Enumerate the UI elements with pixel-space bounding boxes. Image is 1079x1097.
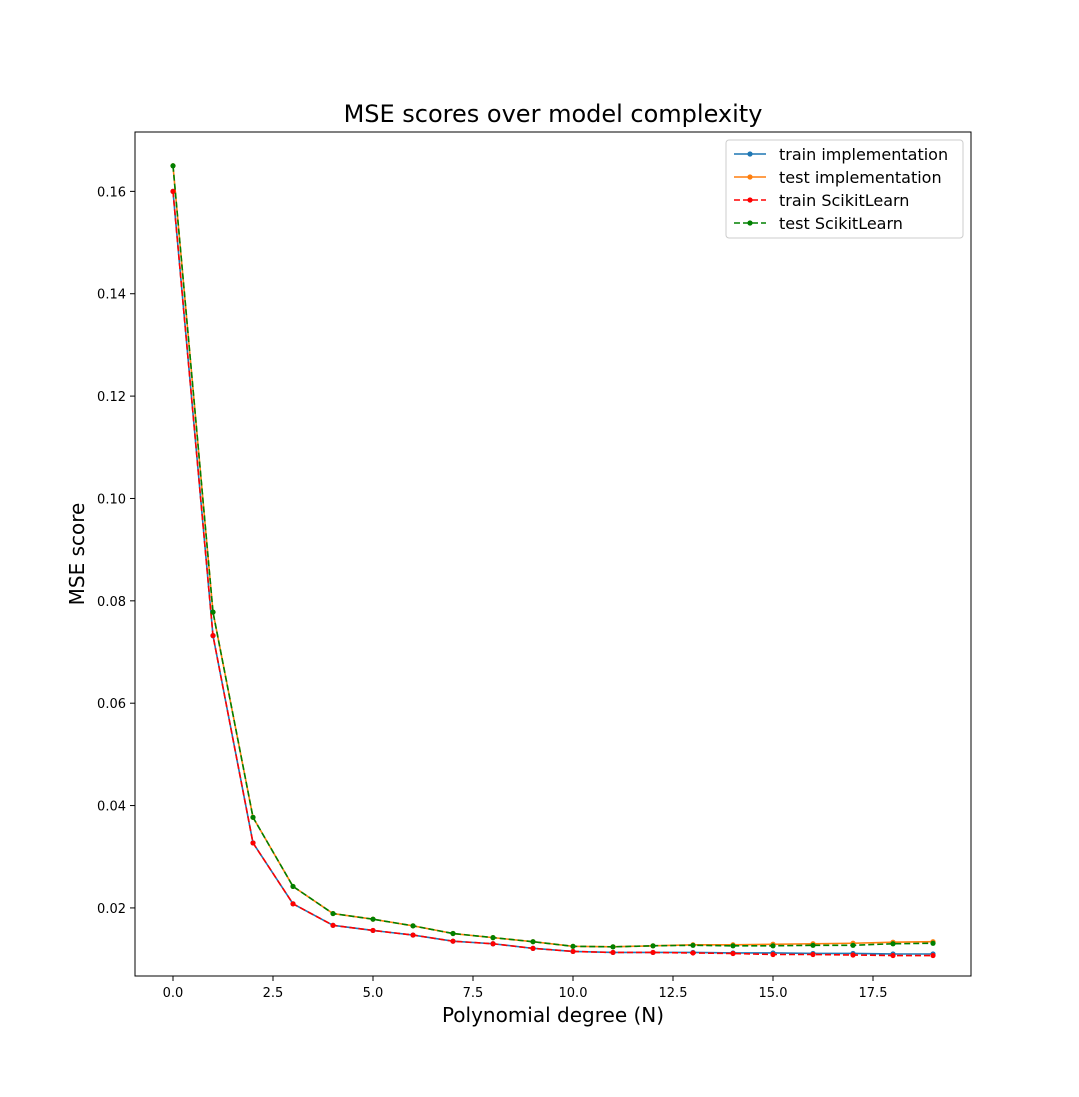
data-point-train-scikitlearn (330, 922, 336, 928)
data-point-train-scikitlearn (650, 949, 656, 956)
data-point-train-scikitlearn (210, 633, 216, 639)
data-point-test-scikitlearn (210, 609, 216, 615)
data-point-test-scikitlearn (890, 941, 896, 947)
legend: train implementation test implementation t… (725, 139, 964, 239)
data-point-train-scikitlearn (290, 901, 296, 907)
data-point-test-scikitlearn (850, 942, 856, 948)
data-point-test-scikitlearn (810, 942, 816, 948)
data-point-train-scikitlearn (490, 941, 496, 947)
series-line-train-implementation (172, 191, 933, 955)
data-point-test-scikitlearn (170, 163, 176, 169)
data-point-test-scikitlearn (330, 910, 336, 917)
legend-label: test ScikitLearn (779, 214, 903, 233)
data-point-train-scikitlearn (770, 951, 776, 958)
x-tick-label: 10.0 (559, 986, 588, 1001)
data-point-test-scikitlearn (930, 940, 936, 946)
x-tick-label: 0.0 (163, 986, 184, 1001)
data-point-test-scikitlearn (610, 944, 616, 950)
x-tick-label: 5.0 (363, 986, 384, 1001)
legend-box (725, 139, 964, 239)
data-point-test-scikitlearn (570, 943, 576, 949)
data-point-test-scikitlearn (370, 916, 376, 922)
y-tick-label: 0.06 (97, 697, 126, 712)
data-point-train-scikitlearn (570, 948, 576, 955)
data-point-test-scikitlearn (250, 814, 256, 820)
x-axis-title: Polynomial degree (N) (442, 1003, 664, 1027)
x-tick-label: 12.5 (659, 986, 688, 1001)
legend-label: test implementation (779, 168, 942, 187)
data-point-test-scikitlearn (770, 943, 776, 949)
data-point-test-scikitlearn (410, 923, 416, 929)
data-point-test-scikitlearn (290, 883, 296, 890)
data-point-test-scikitlearn (490, 935, 496, 941)
x-tick-label: 2.5 (263, 986, 284, 1001)
data-point-test-scikitlearn (650, 943, 656, 949)
y-axis-ticks: 0.02 0.04 0.06 0.08 0.10 0.12 0.14 0.16 (97, 185, 135, 917)
data-point-test-scikitlearn (730, 943, 736, 949)
data-point-train-scikitlearn (530, 945, 536, 951)
data-point-test-scikitlearn (530, 939, 536, 945)
legend-label: train implementation (779, 145, 948, 164)
plot-frame (134, 131, 972, 977)
y-axis-title: MSE score (65, 503, 89, 606)
data-point-train-scikitlearn (730, 950, 736, 957)
chart-title: MSE scores over model complexity (344, 100, 763, 128)
y-tick-label: 0.14 (97, 288, 126, 303)
x-axis-ticks: 0.0 2.5 5.0 7.5 10.0 12.5 15.0 17.5 (163, 976, 888, 1001)
legend-label: train ScikitLearn (779, 191, 909, 210)
series-line-test-scikitlearn (172, 165, 934, 948)
y-tick-label: 0.12 (97, 390, 126, 405)
data-point-train-scikitlearn (450, 938, 456, 944)
y-tick-label: 0.04 (97, 800, 126, 815)
x-tick-label: 7.5 (463, 986, 484, 1001)
legend-marker (747, 174, 753, 180)
plot-lines (170, 163, 936, 959)
data-point-train-scikitlearn (690, 950, 696, 956)
y-tick-label: 0.08 (97, 595, 126, 610)
legend-marker (747, 151, 753, 157)
y-tick-label: 0.16 (97, 185, 126, 200)
y-tick-label: 0.10 (97, 492, 126, 507)
series-line-test-implementation (172, 165, 934, 948)
data-point-train-scikitlearn (250, 840, 256, 846)
y-tick-label: 0.02 (97, 902, 126, 917)
data-point-train-scikitlearn (410, 932, 416, 938)
x-tick-label: 15.0 (759, 986, 788, 1001)
legend-marker (747, 220, 753, 226)
data-point-train-scikitlearn (170, 188, 176, 194)
data-point-train-scikitlearn (890, 952, 896, 959)
data-point-train-scikitlearn (810, 951, 816, 958)
data-point-train-scikitlearn (850, 952, 856, 958)
data-point-train-scikitlearn (930, 952, 936, 959)
data-point-train-scikitlearn (370, 927, 376, 934)
data-point-train-scikitlearn (610, 949, 616, 956)
legend-marker (747, 197, 753, 203)
x-tick-label: 17.5 (859, 986, 888, 1001)
data-point-test-scikitlearn (690, 942, 696, 948)
data-point-test-scikitlearn (450, 930, 456, 937)
